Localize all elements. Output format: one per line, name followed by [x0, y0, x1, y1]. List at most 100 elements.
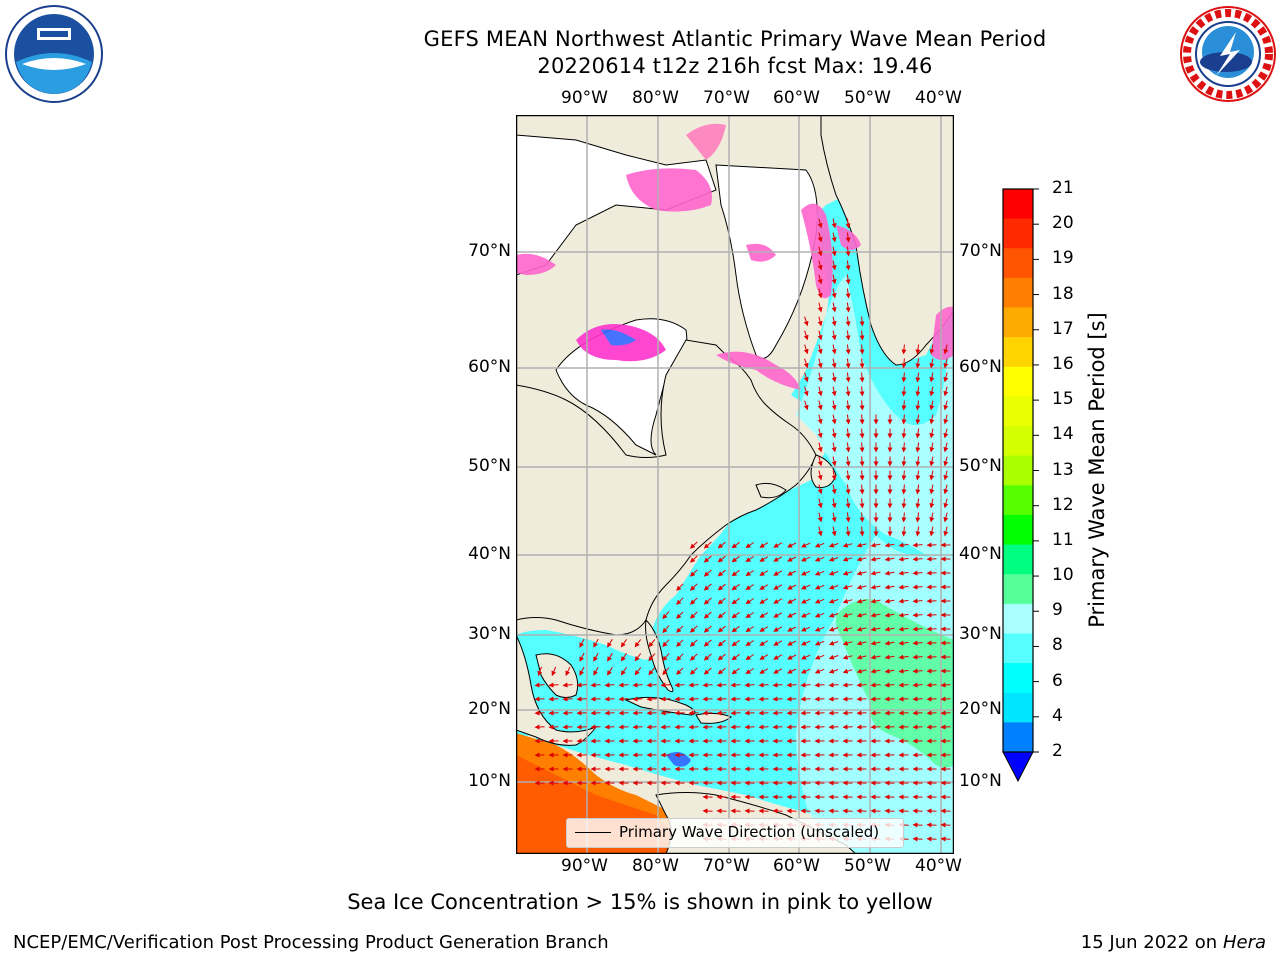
wave-arrow: [817, 442, 823, 453]
wave-arrow: [842, 556, 853, 562]
wave-arrow: [817, 526, 823, 537]
wave-arrow: [607, 666, 613, 676]
wave-arrow: [912, 836, 923, 842]
wave-arrow: [828, 612, 839, 618]
wave-arrow: [787, 584, 797, 590]
wave-arrow: [870, 640, 881, 646]
colorbar-tick-label: 13: [1052, 459, 1074, 480]
wave-arrow: [744, 682, 755, 688]
wave-arrow: [929, 484, 935, 495]
wave-arrow: [731, 569, 740, 577]
wave-arrow: [884, 668, 895, 674]
colorbar-tick-label: 18: [1052, 283, 1074, 304]
wave-arrow: [745, 584, 754, 591]
wave-arrow: [745, 542, 754, 549]
wave-arrow: [660, 696, 671, 702]
wave-arrow: [814, 570, 825, 576]
wave-arrow: [660, 682, 671, 688]
lon-tick-bottom: 40°W: [915, 856, 962, 876]
colorbar-under-triangle: [1002, 751, 1034, 783]
wave-arrow: [800, 682, 811, 688]
wave-arrow: [717, 597, 726, 605]
wave-arrow: [593, 666, 599, 676]
greenland: [820, 115, 954, 366]
wave-arrow: [870, 654, 881, 660]
colorbar-tick-label: 6: [1052, 670, 1063, 691]
colorbar-tick-label: 8: [1052, 635, 1063, 656]
wave-arrow: [676, 639, 684, 647]
wave-arrow: [842, 654, 853, 660]
wave-arrow: [884, 584, 895, 590]
wave-arrow: [676, 611, 684, 619]
wave-arrow: [845, 526, 851, 537]
lat-tick-left: 70°N: [468, 241, 511, 261]
wave-arrow: [817, 302, 823, 313]
wave-arrow: [828, 626, 839, 632]
lon-tick-top: 40°W: [915, 88, 962, 108]
wave-arrow: [898, 668, 909, 674]
colorbar-tick-label: 21: [1052, 178, 1074, 198]
wave-arrow: [912, 598, 923, 604]
lon-tick-top: 90°W: [561, 88, 608, 108]
wave-arrow: [856, 696, 867, 702]
wave-arrow: [912, 822, 923, 828]
lat-tick-right: 40°N: [959, 544, 1002, 564]
wave-arrow: [845, 400, 851, 411]
wave-arrow: [912, 556, 923, 562]
mid-atlantic-green: [836, 599, 954, 768]
wave-arrow: [689, 639, 698, 647]
wave-arrow: [717, 583, 726, 591]
wave-arrow: [758, 696, 769, 702]
wave-arrow: [912, 542, 923, 548]
map-subtitle: 20220614 t12z 216h fcst Max: 19.46: [537, 54, 933, 78]
wave-arrow: [745, 626, 754, 633]
wave-arrow: [800, 556, 811, 562]
wave-arrow: [689, 625, 698, 633]
wave-arrow: [859, 316, 865, 327]
wave-arrow: [817, 344, 823, 355]
wave-arrow: [702, 696, 713, 702]
nova-scotia: [755, 482, 787, 499]
wave-arrow: [901, 386, 907, 397]
wave-arrow: [901, 344, 907, 355]
wave-arrow: [845, 372, 851, 383]
wave-arrow: [831, 330, 837, 341]
wave-arrow: [814, 584, 825, 590]
wave-arrow: [787, 556, 797, 562]
wave-arrow: [562, 696, 573, 702]
wave-arrow: [773, 654, 783, 660]
wave-arrow: [759, 626, 769, 632]
wave-arrow: [929, 414, 935, 425]
wave-arrow: [943, 372, 949, 383]
hispaniola: [695, 712, 732, 724]
wave-arrow: [674, 696, 685, 702]
wave-arrow: [831, 484, 837, 495]
wave-arrow: [689, 541, 698, 549]
wave-arrow: [551, 666, 557, 677]
wave-arrow: [772, 682, 783, 688]
wave-arrow: [662, 639, 670, 648]
wave-arrow: [901, 512, 907, 523]
wave-arrow: [884, 654, 895, 660]
wave-arrow: [912, 668, 923, 674]
wave-arrow: [845, 498, 851, 509]
wave-arrow: [831, 246, 837, 257]
wave-arrow: [859, 498, 865, 509]
wave-arrow: [758, 682, 769, 688]
wave-arrow: [716, 696, 727, 702]
wave-arrow: [898, 640, 909, 646]
wave-arrow: [730, 696, 741, 702]
colorbar-bands: [1003, 189, 1033, 753]
wave-arrow: [943, 498, 949, 509]
colorbar-band: [1003, 455, 1033, 486]
wave-arrow: [915, 386, 921, 397]
colorbar-tick-label: 12: [1052, 494, 1074, 515]
wave-arrow: [884, 696, 895, 702]
wave-arrow: [689, 597, 698, 605]
wave-arrow: [828, 570, 839, 576]
wave-arrow: [676, 667, 684, 675]
wave-arrow: [884, 640, 895, 646]
wave-arrow: [703, 653, 712, 661]
wave-arrow: [845, 456, 851, 467]
lat-tick-right: 50°N: [959, 456, 1002, 476]
